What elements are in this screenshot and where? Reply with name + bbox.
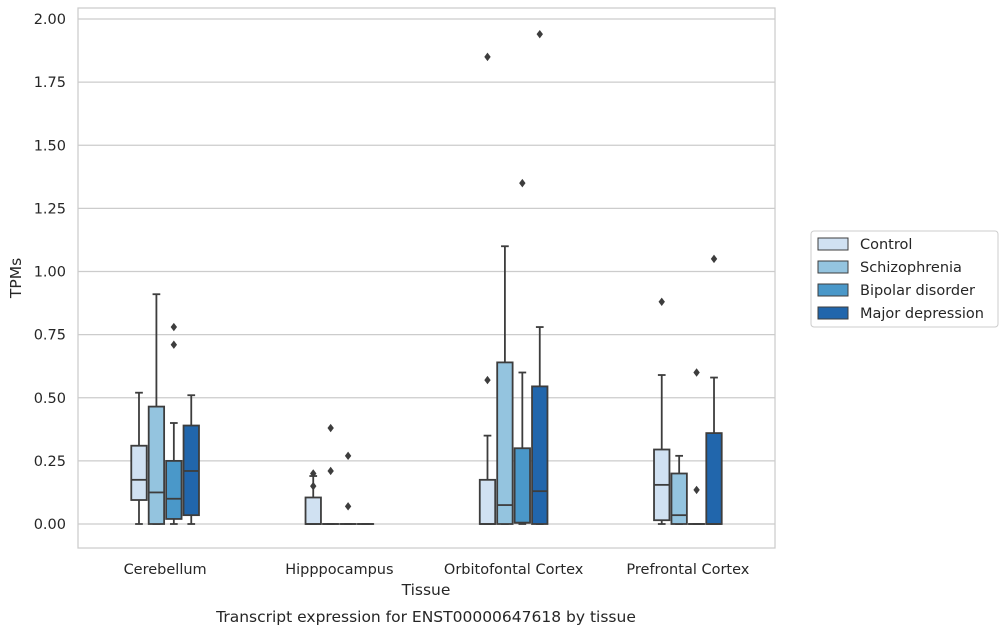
outlier-point <box>484 375 491 385</box>
plot-area-frame <box>77 7 776 549</box>
outlier-point <box>519 178 526 188</box>
x-tick-labels: Cerebellum Hipppocampus Orbitofontal Corte… <box>124 562 750 578</box>
y-axis-label: TPMs <box>7 258 25 299</box>
x-tick-label: Hipppocampus <box>285 562 393 578</box>
legend-swatch <box>817 237 849 251</box>
box-bipolar-disorder <box>513 178 531 525</box>
box-bipolar-disorder <box>339 451 357 525</box>
outlier-point <box>693 368 700 377</box>
box-control <box>478 52 497 525</box>
y-tick-label: 0.50 <box>34 391 66 407</box>
outlier-point <box>344 451 352 461</box>
box-bipolar-disorder <box>165 322 183 525</box>
y-tick-label: 1.25 <box>34 201 66 217</box>
outlier-point <box>710 254 718 264</box>
outlier-point <box>170 340 178 349</box>
box-schizophrenia <box>496 245 514 525</box>
y-tick-label: 0.25 <box>34 454 66 470</box>
boxes <box>130 29 723 525</box>
box-schizophrenia <box>322 423 340 525</box>
box-body <box>531 385 549 525</box>
box-control <box>653 297 671 525</box>
box-control <box>130 391 148 525</box>
legend-swatch <box>817 283 849 297</box>
y-tick-label: 1.75 <box>34 75 66 91</box>
legend-label: Control <box>860 237 912 253</box>
gridlines <box>78 18 775 525</box>
y-tick-label: 0.00 <box>34 517 66 533</box>
legend: Control Schizophrenia Bipolar disorder Majo… <box>810 230 999 328</box>
outlier-point <box>536 29 543 39</box>
box-body <box>130 444 148 501</box>
legend-label: Schizophrenia <box>860 260 962 276</box>
chart-caption: Transcript expression for ENST0000064761… <box>215 608 636 626</box>
outlier-point <box>310 469 317 478</box>
box-body <box>705 432 723 525</box>
outlier-point <box>327 466 334 476</box>
legend-frame <box>810 230 999 328</box>
box-body <box>165 459 183 520</box>
x-tick-label: Prefrontal Cortex <box>626 562 749 578</box>
box-schizophrenia <box>670 454 688 525</box>
x-tick-label: Orbitofontal Cortex <box>444 562 584 578</box>
box-bipolar-disorder <box>687 368 706 525</box>
outlier-point <box>310 481 317 491</box>
x-axis-label: Tissue <box>401 581 451 599</box>
box-body <box>670 472 688 525</box>
box-major-depression <box>531 29 549 525</box>
outlier-point <box>170 322 178 332</box>
box-major-depression <box>705 254 723 525</box>
outlier-point <box>344 502 352 511</box>
box-body <box>513 447 531 524</box>
box-body <box>478 478 497 525</box>
legend-swatch <box>817 260 849 274</box>
y-tick-label: 2.00 <box>34 12 66 28</box>
outlier-point <box>484 52 491 62</box>
box-major-depression <box>182 394 200 525</box>
y-tick-label: 0.75 <box>34 328 66 344</box>
legend-label: Major depression <box>860 306 984 322</box>
outlier-point <box>693 485 700 495</box>
box-body <box>147 405 166 525</box>
outlier-point <box>327 423 334 433</box>
y-tick-labels: 0.00 0.25 0.50 0.75 1.00 1.25 1.50 1.75 2.00 <box>34 12 66 533</box>
box-schizophrenia <box>147 293 166 525</box>
legend-label: Bipolar disorder <box>860 283 975 299</box>
box-control <box>304 469 322 525</box>
box-body <box>304 496 322 525</box>
y-tick-label: 1.50 <box>34 138 66 154</box>
x-tick-label: Cerebellum <box>124 562 207 578</box>
box-body <box>496 361 514 525</box>
legend-swatch <box>817 306 849 320</box>
y-tick-label: 1.00 <box>34 265 66 281</box>
outlier-point <box>658 297 665 306</box>
